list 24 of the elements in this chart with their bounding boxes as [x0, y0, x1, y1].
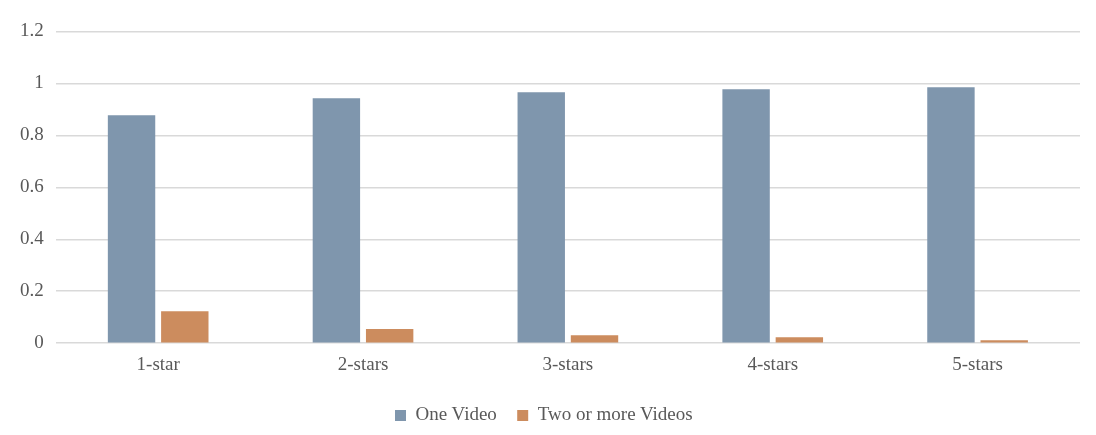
bar — [107, 115, 156, 343]
y-tick-label: 0.4 — [20, 227, 45, 249]
bar — [927, 87, 975, 343]
bar — [570, 335, 619, 343]
x-tick-label: 3-stars — [542, 352, 594, 374]
bar — [722, 89, 770, 343]
y-tick-label: 0.6 — [20, 175, 44, 197]
y-tick-label: 0.8 — [20, 123, 44, 145]
y-tick-label: 1.2 — [20, 19, 44, 41]
y-tick-label: 0 — [34, 331, 44, 353]
bar — [161, 311, 209, 343]
x-tick-label: 2-stars — [337, 352, 389, 374]
x-tick-label: 4-stars — [747, 352, 799, 374]
y-tick-label: 1 — [34, 71, 44, 93]
bar — [775, 337, 824, 343]
x-tick-label: 5-stars — [952, 352, 1003, 374]
bar — [365, 328, 414, 343]
y-tick-label: 0.2 — [20, 279, 44, 301]
bar — [312, 98, 361, 343]
bar — [517, 92, 565, 343]
legend-label: One Video — [415, 403, 497, 425]
bar — [980, 340, 1028, 343]
legend-label: Two or more Videos — [537, 403, 693, 425]
x-tick-label: 1-star — [136, 352, 181, 374]
